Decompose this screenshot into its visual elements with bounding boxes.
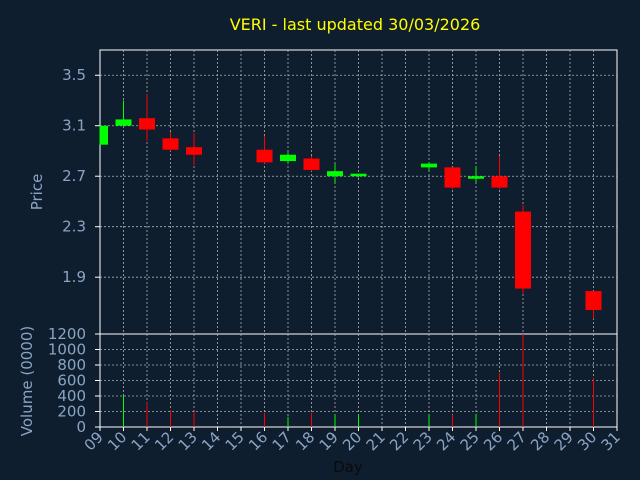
- candle-body: [327, 171, 343, 177]
- volume-tick-label: 1000: [48, 341, 86, 359]
- candle-body: [186, 147, 202, 155]
- x-tick-label: 19: [316, 428, 342, 454]
- x-tick-label: 31: [598, 428, 624, 454]
- x-axis-label: Day: [333, 458, 363, 476]
- candle-body: [468, 176, 484, 179]
- x-ticks: 0910111213141516171819202122232425262728…: [81, 427, 624, 454]
- candle-body: [585, 291, 602, 311]
- candle-body: [280, 154, 296, 162]
- x-tick-label: 26: [480, 428, 506, 454]
- volume-tick-label: 400: [57, 387, 86, 405]
- x-tick-label: 27: [504, 428, 530, 454]
- x-tick-label: 14: [198, 428, 224, 454]
- x-tick-label: 22: [386, 428, 412, 454]
- x-tick-label: 10: [104, 428, 130, 454]
- x-tick-label: 28: [527, 428, 553, 454]
- candle-body: [350, 173, 367, 177]
- x-tick-label: 29: [551, 428, 577, 454]
- volume-tick-label: 600: [57, 372, 86, 390]
- x-tick-label: 17: [269, 428, 295, 454]
- candle-body: [100, 125, 108, 145]
- candle-body: [162, 138, 179, 150]
- price-tick-label: 3.5: [62, 66, 86, 84]
- volume-tick-label: 800: [57, 356, 86, 374]
- candle-body: [491, 176, 508, 188]
- price-axis-label: Price: [28, 174, 46, 211]
- x-tick-label: 11: [128, 428, 154, 454]
- chart-title: VERI - last updated 30/03/2026: [230, 15, 481, 34]
- x-tick-label: 18: [292, 428, 318, 454]
- x-tick-label: 30: [574, 428, 600, 454]
- price-tick-label: 2.3: [62, 218, 86, 236]
- candle-body: [256, 149, 273, 163]
- candles: [99, 94, 602, 319]
- price-grid: [100, 50, 617, 334]
- price-panel: 3.5 3.1 2.7 2.3 1.9 Price: [28, 49, 618, 335]
- candle-body: [303, 158, 320, 170]
- x-tick-label: 13: [175, 428, 201, 454]
- price-y-ticks: 3.5 3.1 2.7 2.3 1.9: [62, 66, 100, 286]
- candle-body: [515, 211, 531, 289]
- price-tick-label: 1.9: [62, 268, 86, 286]
- price-tick-label: 2.7: [62, 167, 86, 185]
- x-tick-label: 16: [245, 428, 271, 454]
- candle-body: [444, 167, 461, 188]
- x-tick-label: 12: [151, 428, 177, 454]
- candle-body: [139, 118, 155, 130]
- volume-bars: [123, 334, 594, 427]
- volume-tick-label: 1200: [48, 325, 86, 343]
- x-tick-label: 21: [363, 428, 389, 454]
- volume-tick-label: 200: [57, 403, 86, 421]
- x-tick-label: 23: [410, 428, 436, 454]
- x-tick-label: 25: [457, 428, 483, 454]
- candle-body: [115, 119, 132, 126]
- price-tick-label: 3.1: [62, 117, 86, 135]
- volume-grid: [100, 334, 617, 427]
- x-tick-label: 15: [222, 428, 248, 454]
- volume-tick-label: 0: [76, 418, 86, 436]
- x-tick-label: 20: [339, 428, 365, 454]
- x-tick-label: 24: [433, 428, 459, 454]
- volume-axis-label: Volume (0000): [18, 326, 36, 436]
- candle-body: [421, 163, 437, 168]
